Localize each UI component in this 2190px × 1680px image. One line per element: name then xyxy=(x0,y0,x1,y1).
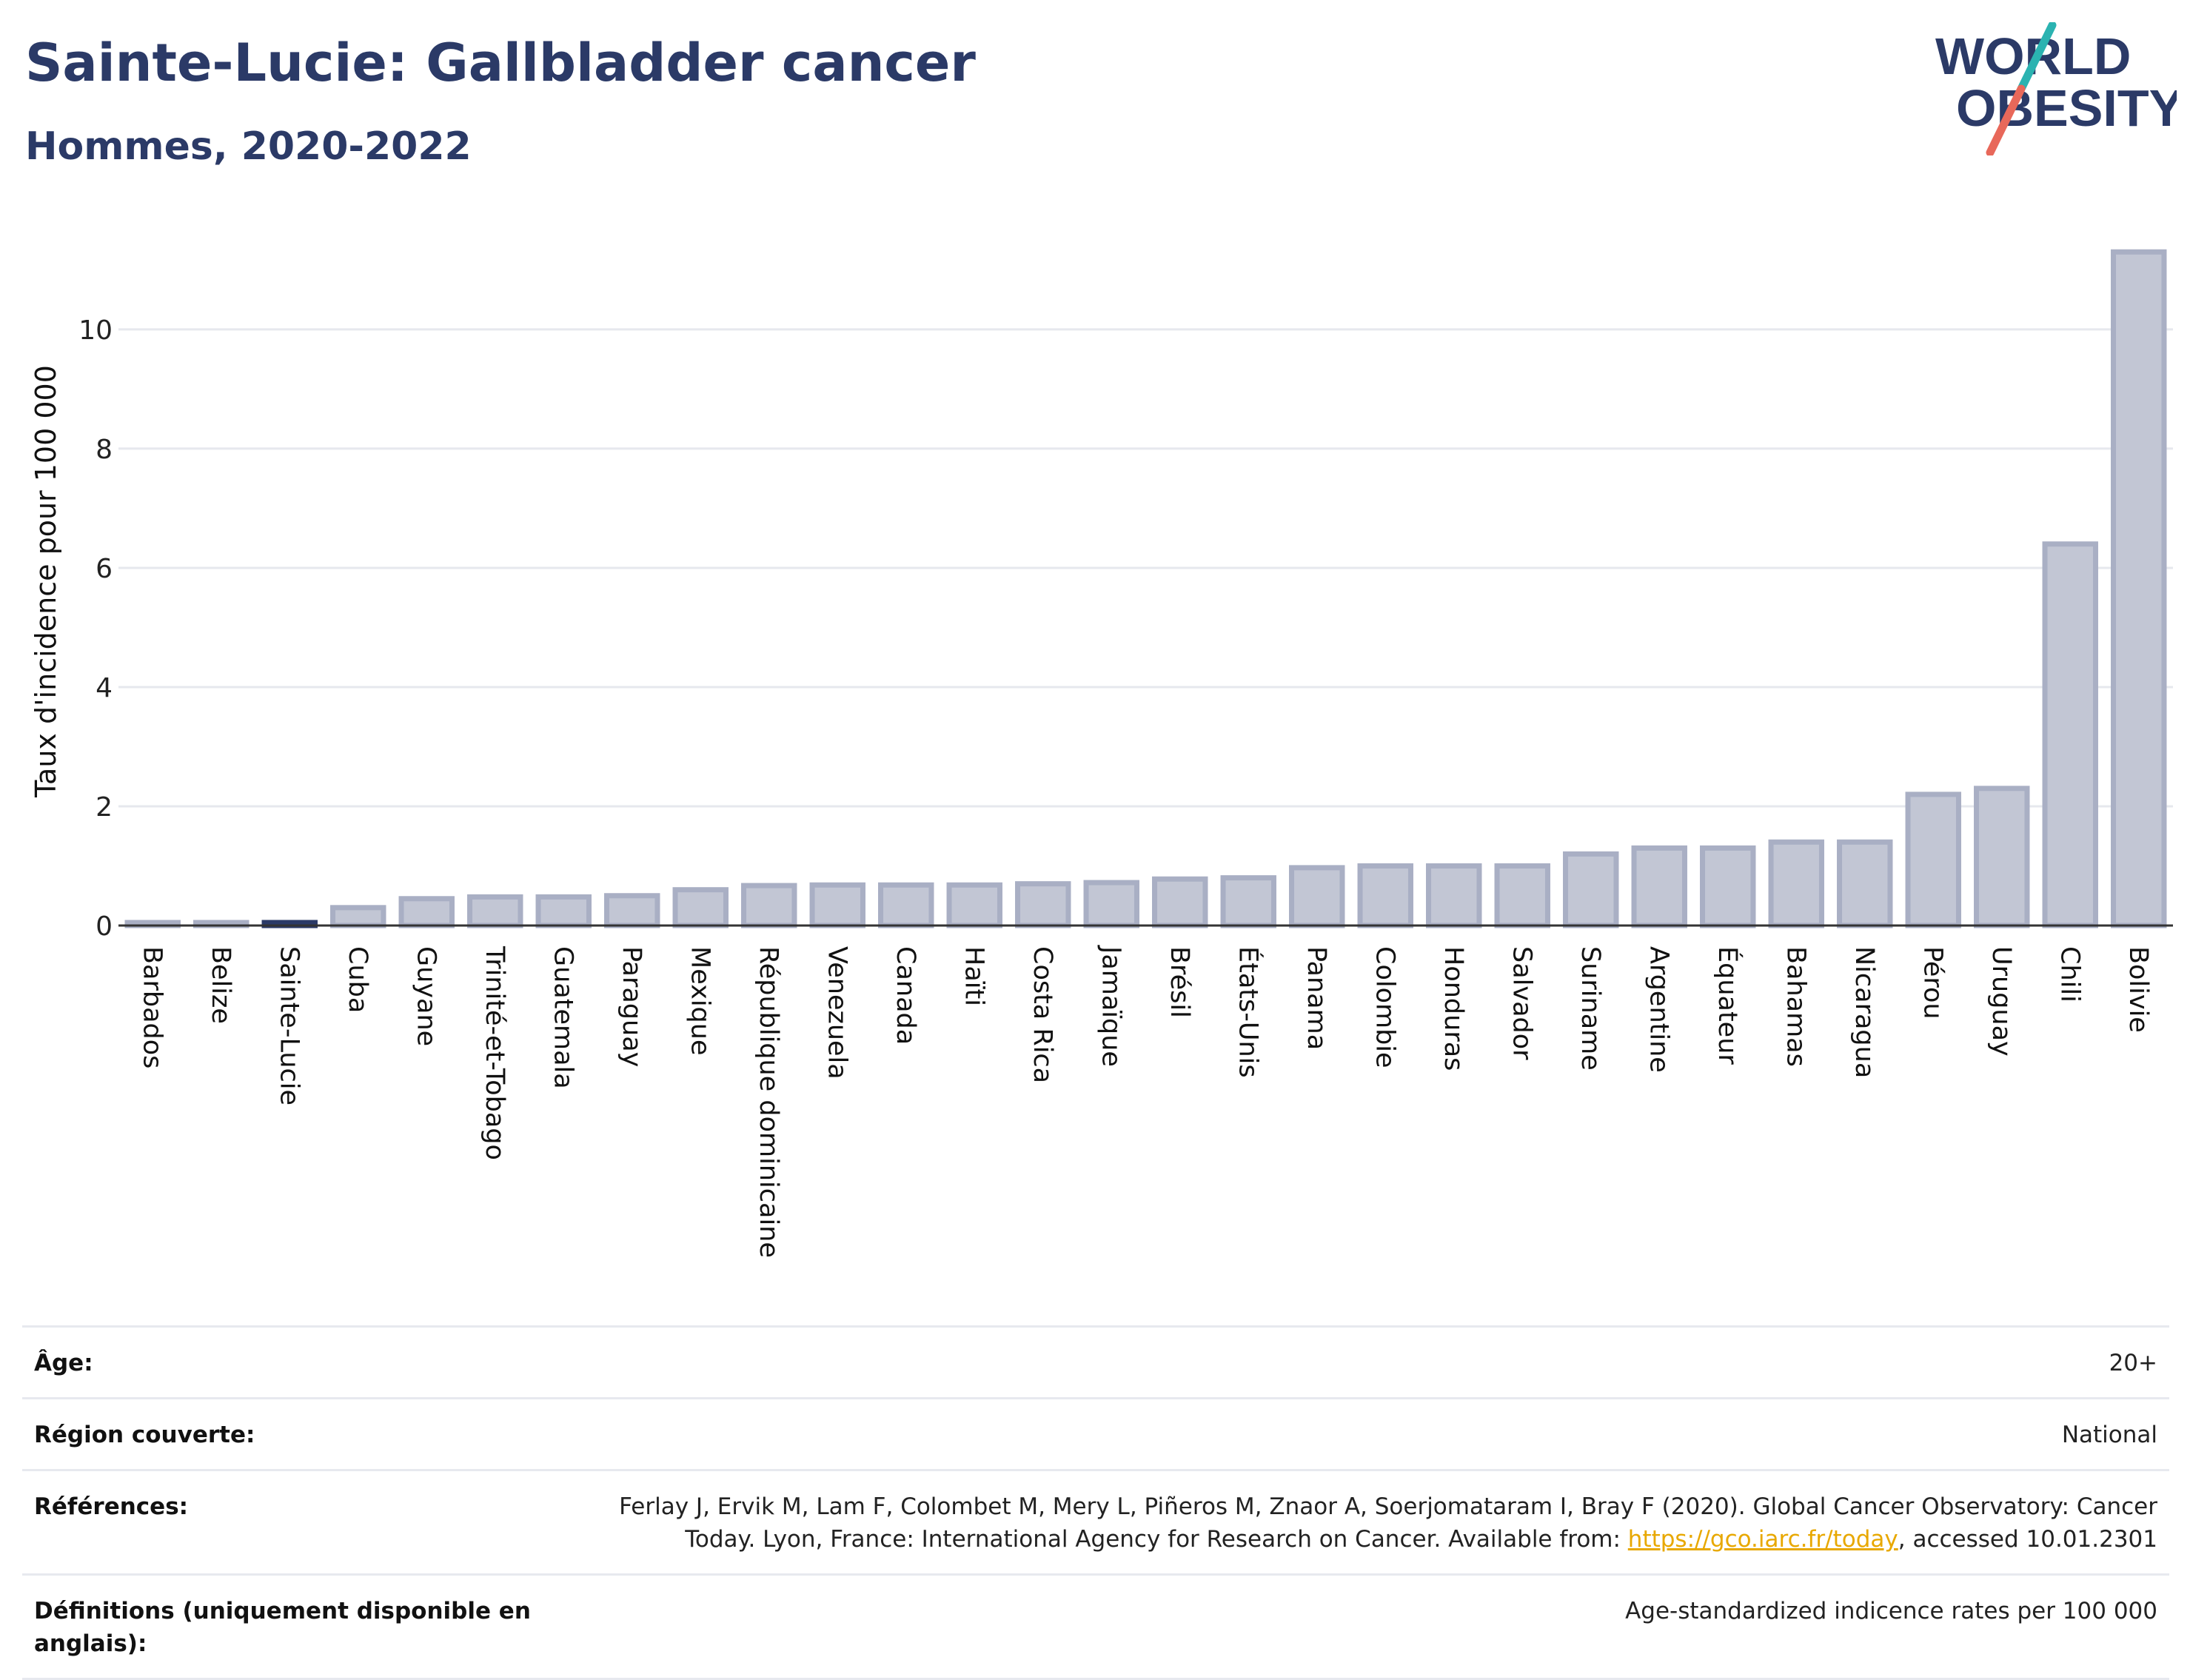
bar-république-dominicaine xyxy=(741,883,797,928)
x-tick-label: Trinité-et-Tobago xyxy=(480,946,509,1160)
meta-value-references: Ferlay J, Ervik M, Lam F, Colombet M, Me… xyxy=(619,1490,2157,1556)
bar-canada xyxy=(878,882,934,928)
reference-link[interactable]: https://gco.iarc.fr/today xyxy=(1627,1526,1898,1553)
x-tick-label: Suriname xyxy=(1575,946,1605,1071)
bar-cuba xyxy=(330,905,386,928)
world-obesity-logo: WORLD OBESITY xyxy=(1935,22,2177,155)
x-tick-label: Salvador xyxy=(1507,946,1536,1060)
x-tick-label: États-Unis xyxy=(1233,946,1264,1078)
x-tick-label: Guyane xyxy=(411,946,441,1046)
grid-lines xyxy=(118,328,2173,808)
meta-row-definitions: Définitions (uniquement disponible en an… xyxy=(22,1576,2169,1680)
reference-line-2-suffix: , accessed 10.01.2301 xyxy=(1898,1526,2157,1553)
bar-guyane xyxy=(398,896,455,928)
y-tick-label: 4 xyxy=(96,673,113,703)
y-tick-label: 6 xyxy=(96,554,113,584)
bar-nicaragua xyxy=(1837,839,1893,928)
meta-value-definitions: Age-standardized indicence rates per 100… xyxy=(1625,1598,2157,1624)
y-tick-label: 10 xyxy=(78,315,113,346)
x-tick-label: Cuba xyxy=(343,946,372,1013)
x-tick-label: Guatemala xyxy=(548,946,577,1089)
x-tick-label: Venezuela xyxy=(822,946,851,1080)
bar-colombie xyxy=(1357,863,1413,928)
x-tick-label: Uruguay xyxy=(1986,946,2016,1057)
page-subtitle: Hommes, 2020-2022 xyxy=(25,124,472,169)
bar-pérou xyxy=(1905,792,1961,928)
bar-venezuela xyxy=(809,882,865,928)
x-tick-label: Panama xyxy=(1302,946,1331,1050)
x-tick-label: Barbados xyxy=(137,946,167,1068)
x-tick-label: Nicaragua xyxy=(1849,946,1879,1078)
bar-paraguay xyxy=(604,893,660,928)
bar-brésil xyxy=(1152,876,1208,928)
page-title: Sainte-Lucie: Gallbladder cancer xyxy=(25,33,976,93)
bar-uruguay xyxy=(1974,786,2030,928)
meta-value-region: National xyxy=(2061,1422,2157,1448)
x-tick-label: Mexique xyxy=(685,946,714,1056)
bar-guatemala xyxy=(535,894,592,928)
bar-états-unis xyxy=(1220,875,1276,928)
bar-chili xyxy=(2042,541,2098,928)
y-tick-label: 2 xyxy=(96,792,113,823)
x-tick-label: Canada xyxy=(891,946,920,1045)
meta-label-references: Références: xyxy=(34,1493,189,1520)
x-tick-label: République dominicaine xyxy=(754,946,783,1258)
meta-label-region: Région couverte: xyxy=(34,1422,255,1448)
x-tick-label: Bahamas xyxy=(1781,946,1810,1067)
x-tick-label: Chili xyxy=(2055,946,2084,1003)
bar-costa-rica xyxy=(1015,881,1071,928)
x-tick-label: Haïti xyxy=(959,946,988,1006)
bar-suriname xyxy=(1563,851,1619,928)
bar-équateur xyxy=(1700,845,1756,928)
bar-chart: 0 2 4 6 8 10 Barbados Belize Sainte-Lucie Cuba Guy… xyxy=(30,249,2173,1258)
bar-panama xyxy=(1289,865,1345,928)
y-axis-label: Taux d'incidence pour 100 000 xyxy=(30,365,62,798)
logo-slash-coral xyxy=(1986,84,2026,155)
x-tick-label: Paraguay xyxy=(617,946,646,1067)
x-tick-label: Pérou xyxy=(1918,946,1947,1020)
meta-label-age: Âge: xyxy=(34,1350,93,1376)
bar-mexique xyxy=(672,887,729,928)
reference-line-1: Ferlay J, Ervik M, Lam F, Colombet M, Me… xyxy=(619,1493,2157,1520)
bar-bahamas xyxy=(1768,839,1824,928)
meta-row-references: Références: Ferlay J, Ervik M, Lam F, Co… xyxy=(22,1471,2169,1576)
logo-word-obesity: OBESITY xyxy=(1956,79,2177,137)
bar-honduras xyxy=(1426,863,1482,928)
bar-salvador xyxy=(1494,863,1550,928)
meta-row-age: Âge: 20+ xyxy=(22,1328,2169,1399)
x-tick-label: Sainte-Lucie xyxy=(274,946,304,1105)
axes: 0 2 4 6 8 10 Barbados Belize Sainte-Lucie Cuba Guy… xyxy=(78,315,2173,1258)
y-tick-label: 8 xyxy=(96,435,113,465)
x-tick-label: Colombie xyxy=(1370,946,1399,1068)
bar-argentine xyxy=(1631,845,1687,928)
meta-label-definitions: Définitions (uniquement disponible en an… xyxy=(34,1598,531,1657)
bar-trinité-et-tobago xyxy=(467,894,523,928)
meta-row-region: Région couverte: National xyxy=(22,1399,2169,1471)
x-tick-label: Costa Rica xyxy=(1028,946,1057,1083)
x-tick-label: Brésil xyxy=(1165,946,1194,1018)
reference-line-2-prefix: Today. Lyon, France: International Agenc… xyxy=(685,1526,1628,1553)
meta-value-age: 20+ xyxy=(2109,1350,2157,1376)
bar-jamaïque xyxy=(1083,880,1139,928)
x-tick-label: Jamaïque xyxy=(1096,945,1125,1067)
y-tick-label: 0 xyxy=(96,911,113,942)
logo-slash-teal xyxy=(2017,22,2057,93)
x-tick-label: Argentine xyxy=(1644,946,1673,1073)
bars xyxy=(124,249,2167,928)
x-tick-label: Belize xyxy=(206,946,235,1024)
x-tick-label: Bolivie xyxy=(2123,946,2153,1033)
metadata-table: Âge: 20+ Région couverte: National Référ… xyxy=(22,1325,2169,1680)
bar-haïti xyxy=(946,882,1002,928)
x-tick-label: Honduras xyxy=(1439,946,1468,1071)
x-tick-label: Équateur xyxy=(1712,946,1744,1065)
bar-bolivie xyxy=(2111,249,2167,928)
